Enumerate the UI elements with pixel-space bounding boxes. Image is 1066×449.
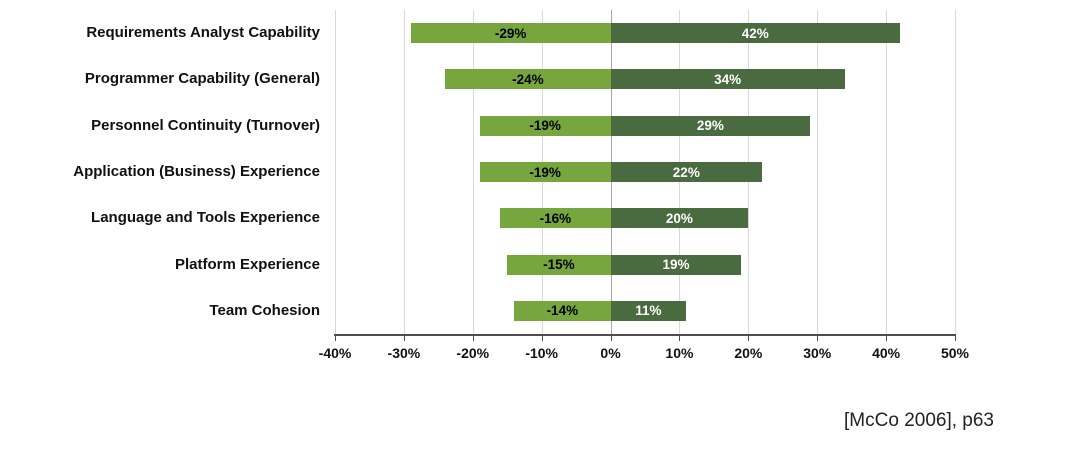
category-label: Application (Business) Experience bbox=[73, 163, 320, 180]
bar-decrease: -14% bbox=[514, 300, 611, 321]
bar-increase: 29% bbox=[610, 115, 811, 136]
citation-text: [McCo 2006], p63 bbox=[844, 410, 994, 431]
category-label: Personnel Continuity (Turnover) bbox=[91, 116, 320, 134]
tickmark bbox=[817, 336, 819, 341]
x-axis-line bbox=[334, 334, 956, 336]
bar-decrease: -24% bbox=[445, 69, 611, 90]
x-tick-label: 0% bbox=[600, 345, 621, 361]
x-tick-label: 40% bbox=[872, 345, 901, 361]
bar-increase: 34% bbox=[610, 69, 845, 90]
category-label: Programmer Capability (General) bbox=[84, 70, 320, 88]
tickmark bbox=[335, 336, 336, 341]
tickmark bbox=[610, 336, 612, 341]
gridline bbox=[817, 10, 819, 334]
bar-decrease: -29% bbox=[410, 23, 611, 44]
bar-decrease: -19% bbox=[479, 162, 611, 182]
bar-increase: 22% bbox=[610, 162, 763, 182]
bar-increase: 42% bbox=[610, 23, 900, 44]
x-tick-label: -10% bbox=[525, 345, 558, 361]
tickmark bbox=[886, 336, 888, 341]
bar-decrease: -16% bbox=[500, 208, 611, 229]
category-label: Language and Tools Experience bbox=[91, 209, 320, 227]
bar-increase: 20% bbox=[610, 208, 749, 229]
category-label: Requirements Analyst Capability bbox=[86, 24, 320, 42]
category-label: Platform Experience bbox=[174, 255, 320, 273]
bar-decrease: -19% bbox=[479, 115, 611, 136]
gridline bbox=[335, 10, 336, 334]
category-labels: Requirements Analyst Capability Programme… bbox=[0, 10, 324, 334]
bar-increase: 11% bbox=[610, 300, 687, 321]
x-axis-tick-labels: -40% -30% -20% -10% 0% 10% 20% 30% 40% 50% bbox=[319, 345, 969, 363]
x-tick-label: -40% bbox=[318, 345, 352, 361]
gridline bbox=[955, 10, 956, 334]
x-tick-label: -20% bbox=[456, 345, 490, 361]
category-label: Team Cohesion bbox=[209, 301, 320, 319]
tickmark bbox=[955, 336, 956, 341]
tickmark bbox=[403, 336, 405, 341]
bar-decrease: -15% bbox=[507, 254, 611, 275]
x-axis-tickmarks bbox=[335, 336, 956, 342]
plot-area: -29% 42% -24% 34% -19% 29% -19% 22% -16% 20% -15% 1… bbox=[335, 10, 956, 334]
gridline bbox=[403, 10, 405, 334]
x-tick-label: 50% bbox=[940, 345, 970, 361]
x-tick-label: -30% bbox=[387, 345, 421, 361]
tickmark bbox=[748, 336, 750, 341]
x-tick-label: 20% bbox=[734, 345, 763, 361]
gridline bbox=[472, 10, 474, 334]
bar-increase: 19% bbox=[610, 254, 742, 275]
x-tick-label: 30% bbox=[803, 345, 832, 361]
tickmark bbox=[679, 336, 681, 341]
gridline bbox=[886, 10, 888, 334]
x-tick-label: 10% bbox=[665, 345, 694, 361]
tickmark bbox=[472, 336, 474, 341]
tickmark bbox=[541, 336, 543, 341]
